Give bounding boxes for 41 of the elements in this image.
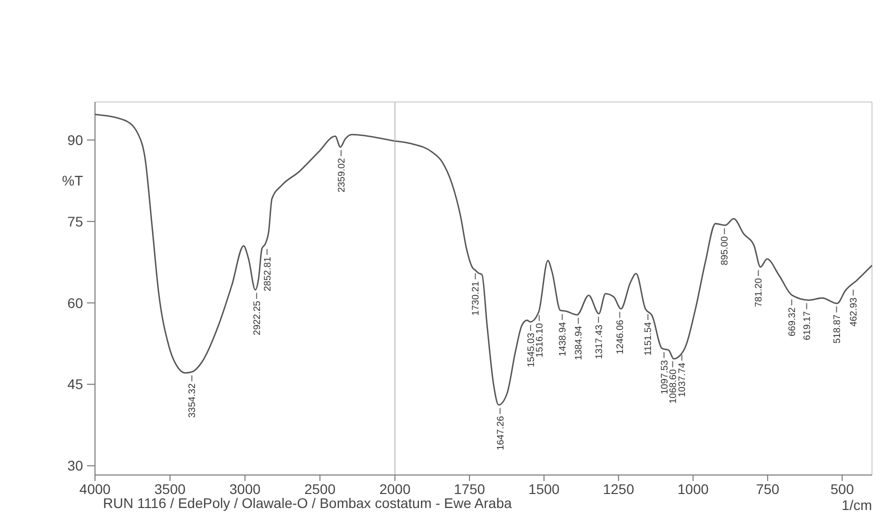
- x-tick-label: 1750: [454, 481, 486, 497]
- annotation: 895.00: [720, 236, 731, 266]
- y-tick-label: 30: [67, 458, 84, 474]
- annotation: 1730.21: [470, 281, 482, 316]
- annotation: 1246.06: [615, 320, 626, 354]
- y-axis-title: %T: [62, 172, 84, 189]
- annotation: 669.32: [787, 307, 798, 336]
- annotation: 1097.53: [659, 360, 670, 394]
- annotation: 1037.74: [677, 362, 688, 398]
- y-tick-label: 90: [67, 132, 84, 148]
- annotation: 619.17: [802, 311, 813, 340]
- annotation: 1545.03: [526, 332, 537, 368]
- x-tick-label: 3500: [154, 481, 186, 497]
- y-tick-label: 60: [67, 294, 84, 311]
- x-axis-title: 1/cm: [842, 497, 872, 513]
- x-tick-label: 2000: [379, 481, 411, 497]
- annotation: 462.93: [848, 298, 860, 327]
- x-tick-label: 1250: [602, 481, 634, 497]
- annotation: 2922.25: [252, 300, 263, 336]
- annotation: 3354.32: [187, 383, 198, 418]
- annotation: 2359.02: [336, 158, 348, 192]
- y-tick-label: 45: [67, 376, 84, 392]
- annotation: 518.87: [832, 314, 843, 344]
- annotation: 1384.94: [574, 326, 585, 360]
- annotation: 2852.81: [262, 256, 274, 292]
- annotation: 1317.43: [594, 324, 605, 360]
- annotation: 1647.26: [495, 416, 506, 450]
- x-tick-label: 500: [830, 481, 854, 497]
- x-tick-label: 1500: [528, 481, 560, 497]
- x-tick-label: 3000: [229, 481, 261, 497]
- x-tick-label: 2500: [304, 481, 336, 497]
- text: RUN 1116 / EdePoly / Olawale-O / Bombax costatum - Ewe Araba: [103, 495, 512, 511]
- x-tick-label: 4000: [79, 481, 111, 497]
- annotation: 1516.10: [534, 323, 546, 358]
- x-tick-label: 1000: [678, 481, 709, 497]
- annotation: 1068.60: [668, 369, 679, 404]
- y-tick-label: 75: [67, 213, 84, 230]
- annotation: 1151.54: [643, 322, 654, 356]
- x-tick-label: 750: [756, 481, 780, 497]
- annotation: 781.20: [754, 278, 765, 308]
- annotation: 1438.94: [558, 322, 569, 356]
